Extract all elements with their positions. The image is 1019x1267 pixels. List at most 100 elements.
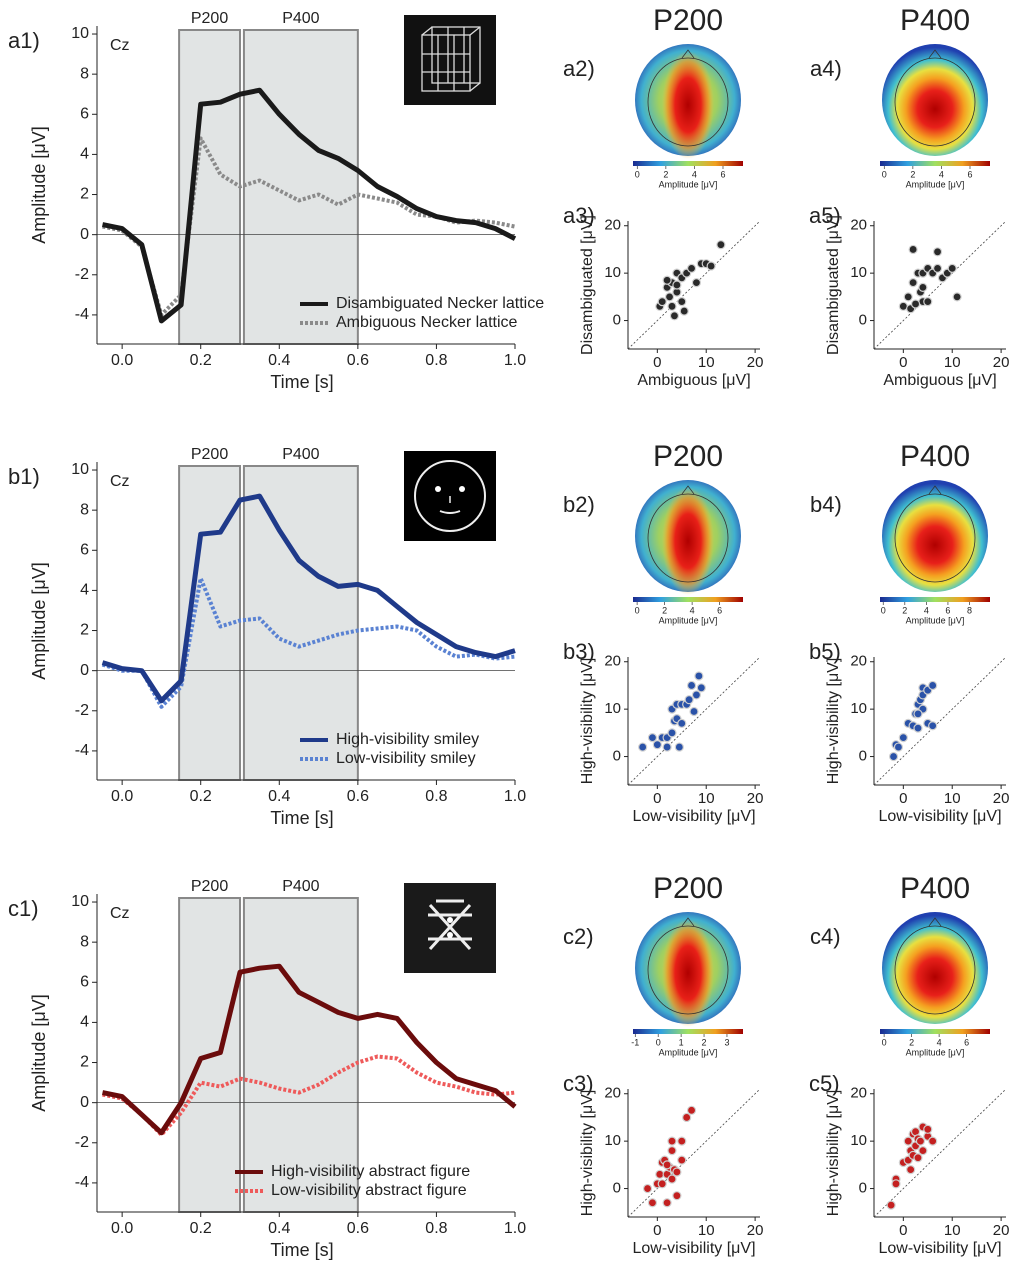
legend-label: High-visibility abstract figure	[271, 1163, 470, 1180]
identity-line	[873, 1088, 1007, 1218]
colorbar-tick-label: 0	[881, 605, 886, 615]
panel-label: b2)	[563, 492, 595, 517]
x-tick-label: 0	[899, 1222, 907, 1239]
y-tick-label: 20	[850, 217, 867, 234]
x-tick-label: 10	[944, 790, 961, 807]
time-window	[242, 29, 359, 345]
panel-label: a4)	[810, 56, 842, 81]
scatter-point	[672, 1191, 682, 1201]
x-tick-label: 10	[698, 790, 715, 807]
y-tick-label: 20	[604, 217, 621, 234]
scatter-point	[662, 742, 672, 752]
scatter-point	[662, 1198, 672, 1208]
y-axis-label: High-visibility [μV]	[825, 1090, 842, 1217]
y-tick-label: 8	[80, 65, 89, 82]
x-tick-label: 0.8	[425, 788, 447, 805]
scatter-point	[893, 742, 904, 752]
y-axis-label: High-visibility [μV]	[825, 658, 842, 785]
x-tick-label: 0.2	[190, 352, 212, 369]
topomap-title: P200	[653, 440, 723, 473]
annotation: Cz	[110, 905, 130, 922]
scatter-point	[686, 1105, 697, 1115]
scatter-point	[647, 1198, 658, 1208]
x-axis-label: Low-visibility [μV]	[878, 808, 1001, 825]
y-tick-label: 10	[604, 700, 621, 717]
head-outline	[647, 925, 729, 1015]
x-tick-label: 10	[698, 1222, 715, 1239]
panel-label: c4)	[810, 924, 841, 949]
colorbar-tick-label: 2	[909, 1037, 914, 1047]
stimulus-smiley	[404, 451, 496, 541]
panel-label: b5)	[809, 639, 841, 664]
colorbar-tick-label: 0	[882, 1037, 887, 1047]
colorbar-tick-label: 4	[692, 169, 697, 179]
colorbar-tick-label: 6	[967, 169, 972, 179]
scatter-point	[686, 680, 697, 691]
colorbar	[880, 1029, 990, 1034]
scatter-point	[657, 1179, 667, 1189]
colorbar-tick-label: 3	[724, 1037, 729, 1047]
legend-label: Low-visibility smiley	[336, 750, 476, 767]
colorbar-tick-label: 4	[924, 605, 929, 615]
topomap-title: P400	[900, 872, 970, 905]
x-axis-label: Low-visibility [μV]	[632, 1240, 755, 1257]
x-axis-label: Ambiguous [μV]	[883, 372, 996, 389]
erp-line	[102, 136, 516, 317]
legend-label: High-visibility smiley	[336, 731, 479, 748]
scatter-point	[669, 311, 680, 321]
y-tick-label: -4	[75, 742, 89, 759]
scatter-point	[662, 275, 672, 285]
colorbar-tick-label: 0	[635, 169, 640, 179]
scatter-point	[679, 306, 689, 316]
x-axis-label: Low-visibility [μV]	[632, 808, 755, 825]
scatter-point	[886, 1200, 896, 1210]
window-label: P200	[191, 878, 228, 895]
head-outline	[894, 57, 976, 147]
x-tick-label: 0.8	[425, 1220, 447, 1237]
scatter-point	[913, 1153, 923, 1163]
annotation: Cz	[110, 37, 130, 54]
y-axis-label: High-visibility [μV]	[579, 658, 596, 785]
scatter-point	[891, 1179, 901, 1189]
colorbar-tick-label: 4	[939, 169, 944, 179]
colorbar-tick-label: 0	[656, 1037, 661, 1047]
y-tick-label: 2	[80, 1054, 89, 1071]
scatter-point	[913, 709, 923, 719]
colorbar-tick-label: 2	[702, 1037, 707, 1047]
y-tick-label: 8	[80, 501, 89, 518]
scatter-point	[908, 278, 918, 288]
topomap	[882, 480, 988, 592]
y-tick-label: 2	[80, 186, 89, 203]
window-label: P400	[282, 878, 319, 895]
scatter-point	[716, 240, 726, 250]
scatter-point	[672, 280, 682, 290]
window-label: P400	[282, 446, 319, 463]
y-tick-label: 20	[604, 653, 621, 670]
colorbar-label: Amplitude [μV]	[906, 1047, 965, 1057]
x-tick-label: 0.4	[268, 788, 290, 805]
scatter-point	[664, 292, 675, 302]
stimulus-lattice	[404, 15, 496, 105]
x-tick-label: 0	[899, 790, 907, 807]
y-axis-label: High-visibility [μV]	[579, 1090, 596, 1217]
colorbar-tick-label: 6	[720, 169, 725, 179]
scatter-point	[667, 1174, 677, 1184]
scatter-point	[888, 751, 899, 762]
erp-line	[102, 87, 517, 324]
y-axis-label: Amplitude [μV]	[29, 126, 49, 243]
x-tick-label: 20	[747, 354, 764, 371]
y-tick-label: 10	[71, 461, 89, 478]
x-tick-label: 20	[747, 1222, 764, 1239]
scatter-point	[913, 723, 923, 733]
x-tick-label: 0.0	[111, 352, 133, 369]
x-tick-label: 0.2	[190, 788, 212, 805]
colorbar-tick-label: 2	[902, 605, 907, 615]
scatter-point	[672, 1167, 682, 1177]
x-tick-label: 0.6	[347, 1220, 369, 1237]
y-tick-label: 0	[613, 312, 621, 329]
nose	[681, 917, 695, 927]
erp-line	[101, 493, 516, 704]
y-tick-label: 6	[80, 541, 89, 558]
colorbar-tick-label: 6	[717, 605, 722, 615]
